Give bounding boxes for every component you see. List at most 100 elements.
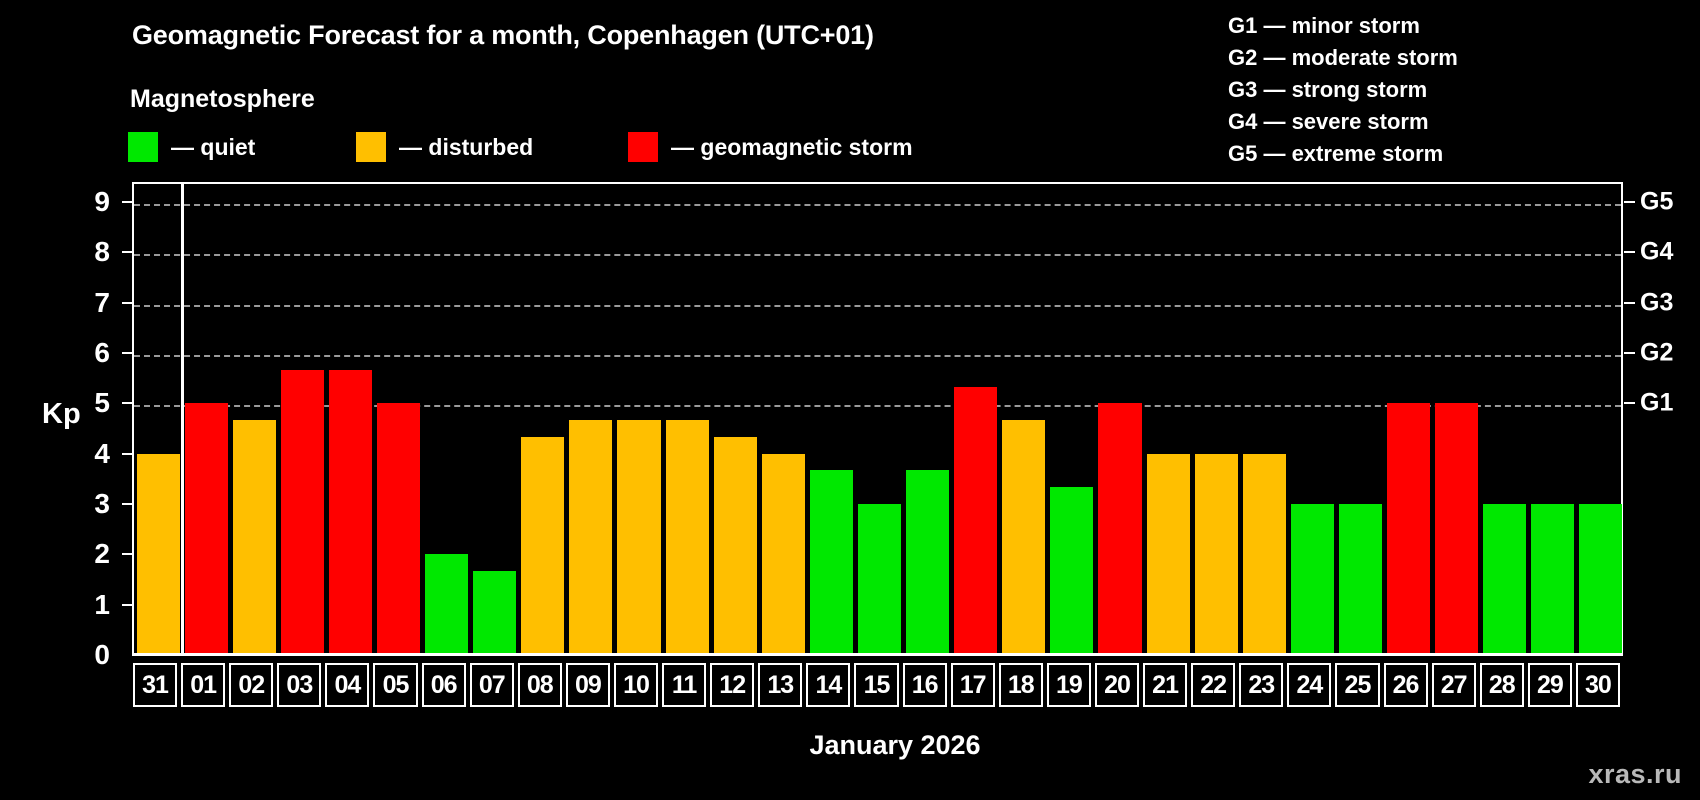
y-tick-mark-5 xyxy=(122,402,134,405)
bar-day-07 xyxy=(473,570,517,655)
gridline-kp-6 xyxy=(134,355,1621,358)
plot-area xyxy=(132,182,1623,655)
y-tick-label-5: 5 xyxy=(94,387,110,419)
date-label-27: 27 xyxy=(1431,663,1476,707)
legend-item-2: — geomagnetic storm xyxy=(628,131,913,163)
y-tick-label-8: 8 xyxy=(94,236,110,268)
x-axis-title: January 2026 xyxy=(0,730,1700,761)
legend-swatch-icon xyxy=(356,132,386,162)
g-tick-label-G5: G5 xyxy=(1640,187,1674,216)
date-label-19: 19 xyxy=(1046,663,1091,707)
bar-day-14 xyxy=(809,470,853,655)
month-separator xyxy=(180,184,184,655)
g-tick-mark-G1 xyxy=(1624,402,1635,405)
bar-day-18 xyxy=(1002,420,1046,655)
date-label-04: 04 xyxy=(325,663,370,707)
bar-day-04 xyxy=(328,369,372,655)
date-label-18: 18 xyxy=(998,663,1043,707)
bar-day-29 xyxy=(1531,504,1575,655)
magnetosphere-heading: Magnetosphere xyxy=(130,85,315,113)
date-label-29: 29 xyxy=(1527,663,1572,707)
bar-day-17 xyxy=(954,386,998,655)
g-tick-mark-G3 xyxy=(1624,301,1635,304)
g-tick-mark-G5 xyxy=(1624,201,1635,204)
bar-day-09 xyxy=(569,420,613,655)
bar-day-27 xyxy=(1435,403,1479,655)
date-label-08: 08 xyxy=(517,663,562,707)
y-tick-label-0: 0 xyxy=(94,639,110,670)
bar-day-05 xyxy=(376,403,421,655)
date-label-12: 12 xyxy=(710,663,755,707)
date-label-01: 01 xyxy=(181,663,226,707)
date-label-10: 10 xyxy=(613,663,659,707)
bar-day-31 xyxy=(136,453,180,655)
g-scale-row-1: G1 — minor storm xyxy=(1228,13,1420,38)
y-tick-mark-9 xyxy=(122,201,134,204)
bar-day-19 xyxy=(1050,487,1094,655)
date-label-06: 06 xyxy=(421,663,466,707)
y-tick-label-6: 6 xyxy=(94,337,110,369)
date-label-14: 14 xyxy=(806,663,851,707)
bar-day-21 xyxy=(1146,453,1190,655)
y-tick-label-9: 9 xyxy=(94,186,110,218)
legend-label: — geomagnetic storm xyxy=(671,133,913,160)
bar-day-02 xyxy=(232,420,276,655)
g-tick-mark-G2 xyxy=(1624,352,1635,355)
g-scale-row-2: G2 — moderate storm xyxy=(1228,45,1458,70)
bar-day-11 xyxy=(665,420,709,655)
date-label-13: 13 xyxy=(758,663,803,707)
gridline-kp-8 xyxy=(134,254,1621,257)
date-label-21: 21 xyxy=(1143,663,1188,707)
bar-day-08 xyxy=(521,437,565,655)
g-tick-label-G3: G3 xyxy=(1640,288,1674,317)
date-label-23: 23 xyxy=(1239,663,1284,707)
date-label-16: 16 xyxy=(902,663,947,707)
date-label-09: 09 xyxy=(565,663,610,707)
legend-label: — quiet xyxy=(171,133,256,160)
legend-label: — disturbed xyxy=(399,133,534,160)
date-label-28: 28 xyxy=(1479,663,1524,707)
bar-day-01 xyxy=(184,403,228,655)
legend-swatch-icon xyxy=(128,132,158,162)
g-scale-row-3: G3 — strong storm xyxy=(1228,77,1428,102)
bar-day-16 xyxy=(906,470,950,655)
date-label-30: 30 xyxy=(1575,663,1620,707)
g-scale-row-4: G4 — severe storm xyxy=(1228,109,1429,134)
date-label-26: 26 xyxy=(1383,663,1428,707)
bar-day-03 xyxy=(280,369,324,655)
y-tick-label-3: 3 xyxy=(94,488,110,520)
g-tick-mark-G4 xyxy=(1624,251,1635,254)
date-label-31: 31 xyxy=(133,663,178,707)
bar-day-10 xyxy=(617,420,661,655)
g-tick-label-G1: G1 xyxy=(1640,388,1674,417)
g-tick-label-G4: G4 xyxy=(1640,237,1674,266)
y-tick-mark-8 xyxy=(122,251,134,254)
y-tick-mark-1 xyxy=(122,603,134,606)
date-label-03: 03 xyxy=(277,663,322,707)
bar-day-06 xyxy=(425,554,469,655)
date-label-11: 11 xyxy=(662,663,707,707)
date-label-05: 05 xyxy=(373,663,418,707)
bar-day-28 xyxy=(1483,504,1527,655)
g-scale-legend: G1 — minor storm G2 — moderate storm G3 — … xyxy=(1228,10,1458,170)
y-tick-mark-7 xyxy=(122,301,134,304)
legend-item-1: — disturbed xyxy=(356,131,533,163)
bar-day-20 xyxy=(1098,403,1142,655)
gridline-kp-5 xyxy=(134,405,1621,408)
bar-day-26 xyxy=(1387,403,1431,655)
legend-item-0: — quiet xyxy=(128,131,255,163)
y-tick-label-7: 7 xyxy=(94,286,110,318)
y-tick-label-1: 1 xyxy=(94,588,110,620)
date-label-02: 02 xyxy=(229,663,274,707)
legend-swatch-icon xyxy=(628,132,658,162)
y-tick-mark-3 xyxy=(122,503,134,506)
plot-inner xyxy=(134,184,1623,655)
bar-day-23 xyxy=(1242,453,1286,655)
x-axis-baseline xyxy=(132,653,1623,656)
date-label-15: 15 xyxy=(854,663,899,707)
bar-day-15 xyxy=(857,504,902,655)
date-label-17: 17 xyxy=(950,663,995,707)
y-tick-label-4: 4 xyxy=(94,437,110,469)
y-tick-mark-6 xyxy=(122,352,134,355)
